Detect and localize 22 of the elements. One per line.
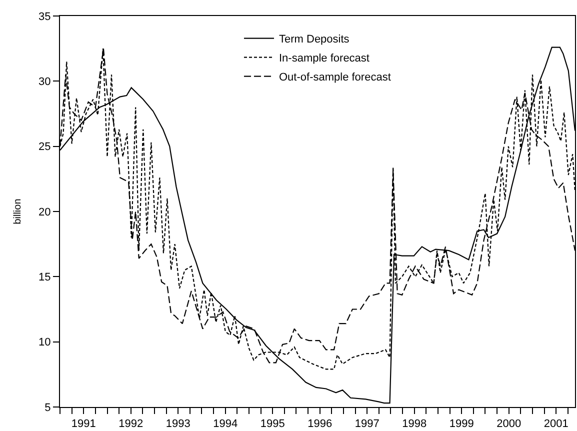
y-tick-label: 15 [38, 272, 51, 284]
y-tick-label: 35 [38, 10, 51, 23]
y-tick-label: 5 [44, 402, 51, 414]
x-tick-label: 1998 [402, 418, 427, 430]
x-tick-label: 1994 [213, 418, 238, 430]
x-tick-label: 1999 [449, 418, 474, 430]
legend-label: Term Deposits [279, 34, 350, 46]
x-tick-label: 2001 [544, 418, 568, 430]
y-tick-label: 10 [38, 336, 51, 349]
y-tick-label: 20 [38, 206, 51, 218]
x-tick-label: 1996 [308, 418, 332, 430]
y-tick-label: 30 [38, 76, 51, 88]
y-axis-title: billion [12, 198, 24, 224]
x-tick-label: 1995 [260, 418, 285, 430]
x-tick-label: 1993 [166, 418, 190, 430]
legend-label: Out-of-sample forecast [279, 72, 391, 84]
x-tick-label: 1997 [354, 418, 380, 430]
y-tick-label: 25 [38, 141, 51, 154]
x-tick-label: 1991 [71, 418, 96, 430]
legend-label: In-sample forecast [279, 52, 370, 65]
x-tick-label: 1992 [118, 418, 144, 430]
x-tick-label: 2000 [496, 418, 522, 430]
